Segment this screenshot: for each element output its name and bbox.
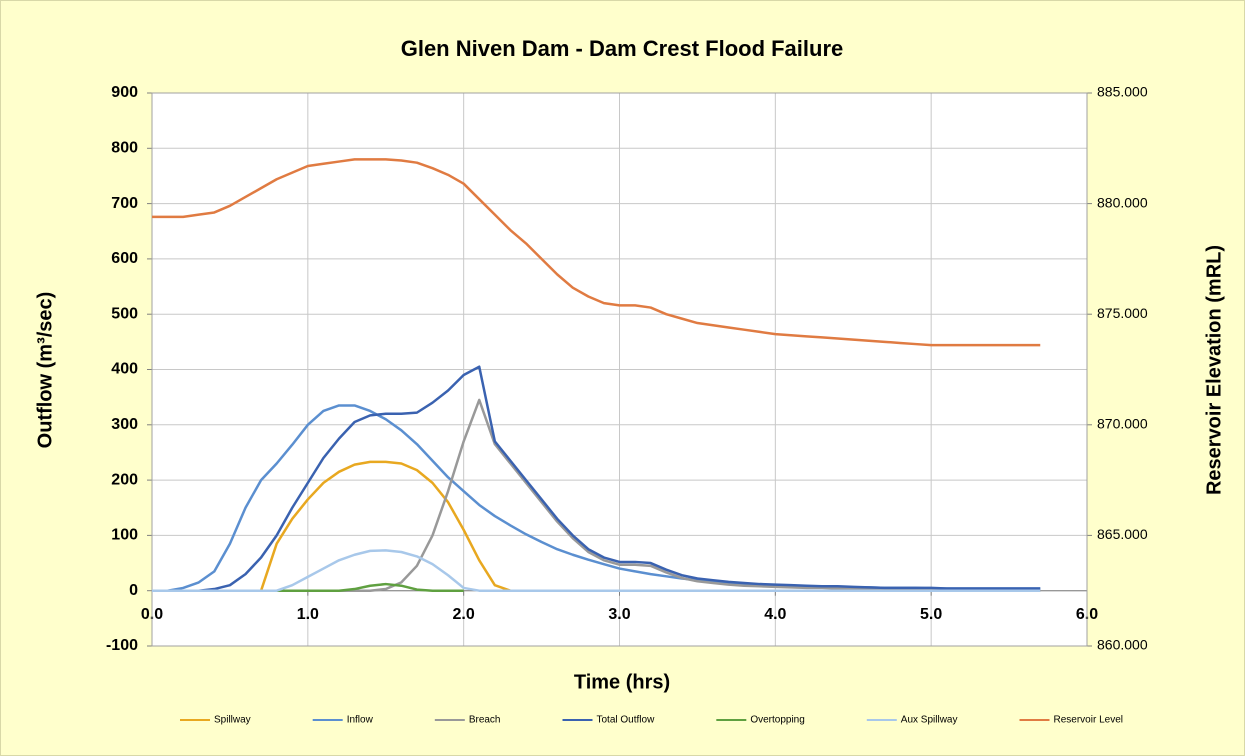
- legend-label: Aux Spillway: [901, 715, 958, 726]
- x-tick-label: 2.0: [453, 606, 475, 623]
- legend-label: Total Outflow: [597, 715, 656, 726]
- y-tick-label: 100: [111, 527, 138, 544]
- y-tick-label: 900: [111, 84, 138, 101]
- y2-tick-label: 870.000: [1097, 416, 1148, 432]
- y2-axis-title: Reservoir Elevation (mRL): [1203, 245, 1225, 495]
- legend-label: Inflow: [347, 715, 374, 726]
- legend-label: Spillway: [214, 715, 251, 726]
- y-tick-label: 400: [111, 361, 138, 378]
- series-line: [152, 158, 1041, 347]
- y-axis-title: Outflow (m³/sec): [34, 292, 56, 449]
- x-tick-label: 1.0: [297, 606, 319, 623]
- series-line: [152, 549, 1041, 592]
- y2-tick-label: 880.000: [1097, 194, 1148, 210]
- legend-label: Overtopping: [750, 715, 804, 726]
- x-axis-title: Time (hrs): [574, 671, 670, 693]
- y2-tick-label: 860.000: [1097, 637, 1148, 653]
- x-tick-label: 4.0: [764, 606, 786, 623]
- y-tick-label: 0: [129, 582, 138, 599]
- y-tick-label: 600: [111, 250, 138, 267]
- legend-label: Breach: [469, 715, 501, 726]
- y-tick-label: 800: [111, 140, 138, 157]
- y-tick-label: 300: [111, 416, 138, 433]
- series-line: [152, 365, 1041, 592]
- y2-tick-label: 875.000: [1097, 305, 1148, 321]
- x-tick-label: 3.0: [608, 606, 630, 623]
- y2-tick-label: 865.000: [1097, 526, 1148, 542]
- x-tick-label: 5.0: [920, 606, 942, 623]
- y-tick-label: -100: [106, 637, 138, 654]
- legend-label: Reservoir Level: [1054, 715, 1123, 726]
- y-tick-label: 700: [111, 195, 138, 212]
- chart-title: Glen Niven Dam - Dam Crest Flood Failure: [401, 36, 844, 61]
- y2-tick-label: 885.000: [1097, 84, 1148, 100]
- y-tick-label: 200: [111, 471, 138, 488]
- plot-border: [151, 92, 1088, 647]
- y-tick-label: 500: [111, 305, 138, 322]
